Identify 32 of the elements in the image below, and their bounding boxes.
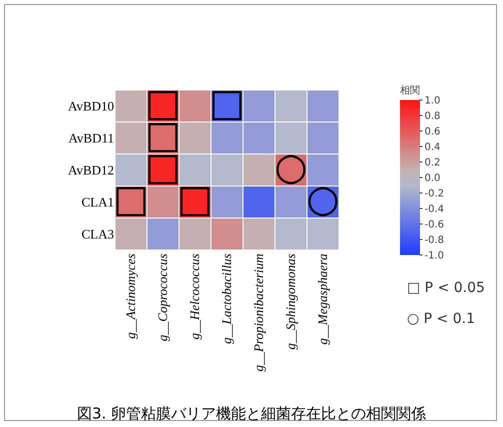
- data-label: ○: [306, 176, 340, 220]
- data-label: □: [177, 176, 213, 220]
- x-tick-label: g__Actinomyces: [123, 254, 138, 339]
- y-tick-label: AvBD12: [68, 162, 114, 178]
- x-tick-label: g__Sphingomonas: [283, 254, 298, 350]
- color-bar-label: 1.0: [424, 96, 440, 107]
- color-bar-label: -0.4: [424, 204, 444, 216]
- color-bar-title: 相関: [400, 84, 420, 97]
- color-bar-label: -0.2: [424, 188, 444, 200]
- color-bar-label: 0.0: [424, 173, 440, 184]
- text: ○ P < 0.1: [407, 311, 476, 327]
- x-tick-label: g__Propionibacterium: [251, 254, 266, 372]
- x-tick-label: g__Helcococcus: [187, 254, 202, 340]
- text: □ P < 0.05: [407, 280, 485, 296]
- data-label: □: [113, 176, 149, 220]
- x-tick-label: g__Lactobacillus: [219, 254, 234, 344]
- color-bar-label: 0.8: [424, 111, 440, 122]
- color-bar-label: -0.6: [424, 220, 444, 231]
- color-bar-label: -1.0: [424, 250, 444, 262]
- color-bar-label: 0.4: [424, 142, 440, 154]
- y-tick-label: AvBD11: [68, 130, 114, 146]
- x-tick-label: g__Coprococcus: [155, 254, 170, 342]
- color-bar-label: 0.2: [424, 158, 440, 169]
- data-label: □: [209, 80, 245, 124]
- x-tick-label: g__Megasphaera: [315, 253, 330, 345]
- y-tick-label: AvBD10: [68, 98, 114, 114]
- y-tick-label: CLA3: [82, 226, 114, 242]
- y-tick-label: CLA1: [82, 194, 114, 210]
- color-bar-label: 0.6: [424, 126, 440, 138]
- data-label: ○: [274, 144, 308, 188]
- text: 図3. 卵管粘膜バリア機能と細菌存在比との相関関係: [76, 404, 426, 422]
- color-bar-label: -0.8: [424, 235, 444, 246]
